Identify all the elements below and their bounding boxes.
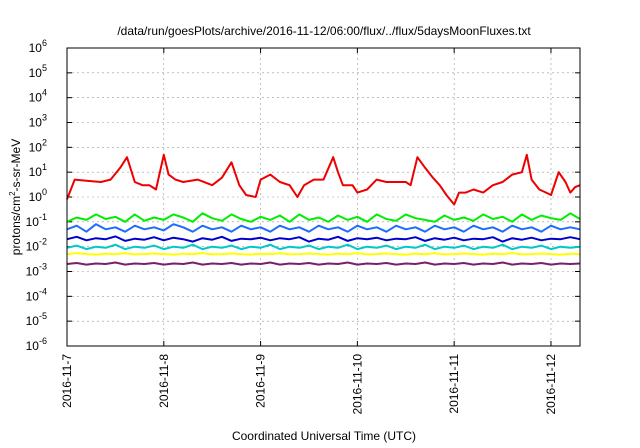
series-line-1 [66, 153, 581, 206]
grid-lines [66, 47, 580, 347]
y-tick-label: 103 [29, 113, 47, 130]
y-tick-label: 104 [29, 88, 47, 105]
y-tick-label: 10-2 [26, 237, 47, 254]
y-tick-label: 102 [29, 137, 47, 154]
plot-frame [66, 47, 581, 347]
y-tick-label: 105 [29, 63, 47, 80]
y-tick-label: 106 [29, 38, 47, 55]
x-tick-label: 2016-11-10 [350, 354, 364, 415]
y-tick-label: 10-5 [26, 311, 47, 328]
y-tick-label: 10-3 [26, 262, 47, 279]
chart-title: /data/run/goesPlots/archive/2016-11-12/0… [117, 24, 531, 38]
y-tick-label: 10-1 [26, 212, 47, 229]
x-tick-label: 2016-11-11 [447, 354, 461, 414]
x-axis-label: Coordinated Universal Time (UTC) [232, 429, 416, 443]
series-line-4 [66, 235, 581, 243]
x-tick-labels: 2016-11-7 2016-11-8 2016-11-9 2016-11-10 201… [60, 354, 558, 415]
x-tick-label: 2016-11-12 [544, 354, 558, 415]
y-tick-label: 10-6 [26, 336, 47, 353]
x-tick-label: 2016-11-8 [157, 354, 171, 408]
y-tick-labels: 10-6 10-5 10-4 10-3 10-2 10-1 100 101 102 103 104 1… [26, 38, 47, 353]
y-tick-label: 10-4 [26, 286, 47, 303]
y-axis-label: protons/cm2-s-sr-MeV [8, 139, 23, 255]
x-tick-label: 2016-11-7 [60, 354, 74, 408]
y-tick-label: 101 [29, 162, 47, 179]
series-line-2 [66, 212, 581, 223]
series-line-7 [66, 261, 581, 266]
series-line-5 [66, 243, 581, 251]
x-tick-label: 2016-11-9 [254, 354, 268, 408]
series-line-6 [66, 252, 581, 256]
series-group [66, 153, 581, 266]
series-line-3 [66, 223, 581, 233]
y-tick-label: 100 [29, 187, 47, 204]
